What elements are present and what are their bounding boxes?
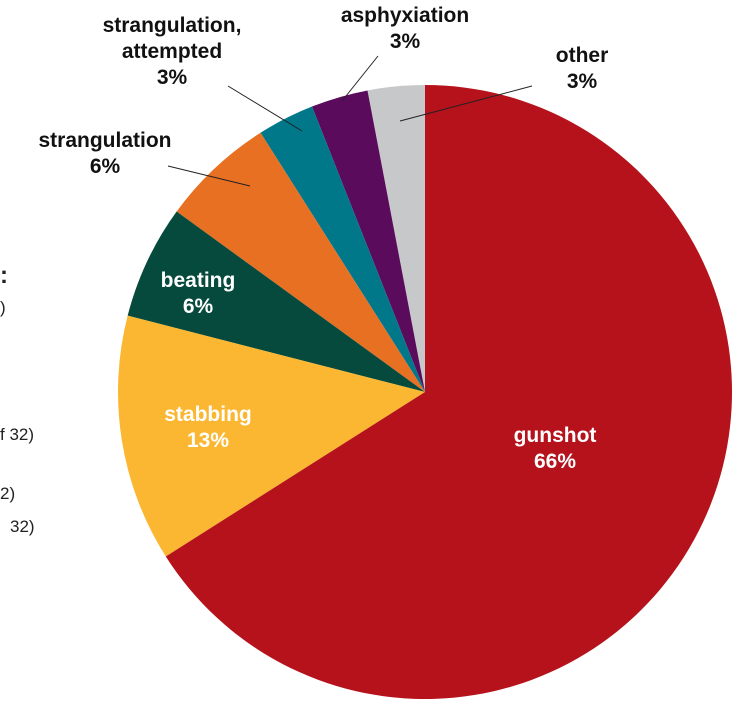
category-name: strangulation, attempted (102, 14, 242, 63)
leader-lines (167, 55, 533, 187)
category-name: strangulation (38, 129, 172, 152)
value-label: 66% (533, 450, 577, 473)
slice-label: gunshot 66% (475, 423, 635, 475)
pie-slice (260, 106, 425, 392)
pie-slice (176, 132, 425, 392)
slice-label: asphyxiation 3% (305, 3, 505, 55)
value-label: 6% (89, 155, 121, 178)
category-name: gunshot (513, 424, 597, 447)
slice-label: beating 6% (118, 268, 278, 320)
category-name: asphyxiation (340, 4, 470, 27)
leader-line (399, 85, 533, 122)
leader-line (167, 165, 251, 187)
value-label: 3% (156, 66, 188, 89)
pie-slice (165, 85, 733, 699)
category-name: beating (160, 269, 236, 292)
leader-line (227, 85, 303, 132)
slice-label: strangulation 6% (5, 128, 205, 180)
category-name: other (555, 44, 609, 67)
value-label: 13% (186, 429, 230, 452)
annotation: ) (0, 298, 6, 317)
pie-slice (127, 211, 426, 392)
category-name: stabbing (164, 403, 252, 426)
pie-slice (118, 315, 425, 557)
annotation: 2) (0, 484, 16, 503)
slice-label: other 3% (502, 43, 662, 95)
value-label: 3% (566, 70, 598, 93)
annotation: 32) (10, 517, 35, 536)
value-label: 3% (389, 30, 421, 53)
slice-label: stabbing 13% (128, 402, 288, 454)
pie-slice (311, 90, 425, 393)
slice-label: strangulation, attempted 3% (72, 13, 272, 91)
pie-slice (367, 85, 425, 392)
annotation: f 32) (0, 425, 35, 444)
annotation: : (0, 262, 8, 289)
value-label: 6% (182, 295, 214, 318)
leader-line (341, 55, 379, 102)
